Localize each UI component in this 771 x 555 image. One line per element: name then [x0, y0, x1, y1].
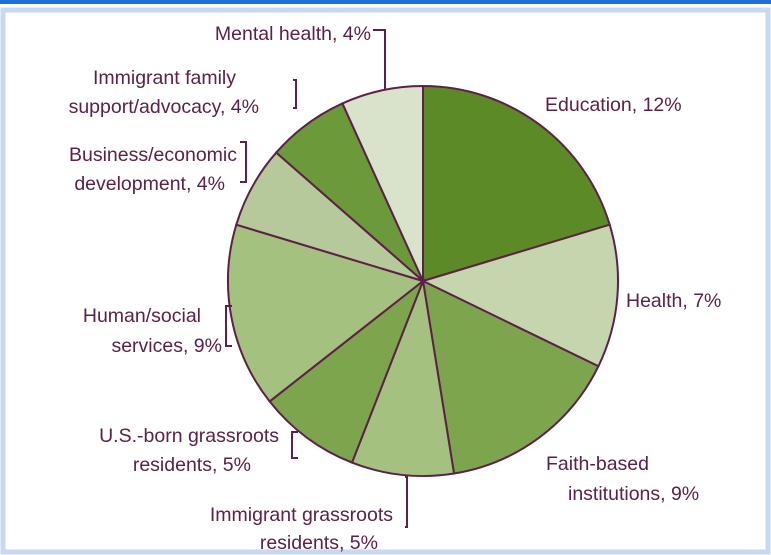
- slice-label-line: Education, 12%: [545, 94, 682, 116]
- top-band: [0, 0, 771, 4]
- pie-slices: [227, 84, 619, 477]
- leader-line-immigrant-grassroots-residents: [405, 476, 408, 528]
- slice-label-line: U.S.-born grassroots: [99, 425, 279, 447]
- pie-slice-human-social-services: [227, 223, 426, 403]
- slice-label-line: residents, 5%: [133, 454, 251, 476]
- slice-label-line: Business/economic: [69, 144, 237, 166]
- slice-label-line: Mental health, 4%: [215, 23, 371, 45]
- slice-label-line: Immigrant family: [93, 67, 236, 89]
- slice-label-line: Human/social: [83, 305, 201, 327]
- slice-label-immigrant-family-support-advocacy: Immigrant family support/advocacy, 4%: [69, 67, 259, 118]
- slice-label-business-economic-development: Business/economic development, 4%: [69, 144, 237, 195]
- slice-label-education: Education, 12%: [545, 94, 682, 116]
- pie-slice-u-s-born-grassroots-residents: [268, 277, 426, 464]
- slice-label-mental-health: Mental health, 4%: [215, 23, 371, 45]
- slice-label-line: services, 9%: [111, 335, 222, 357]
- frame-border: [0, 7, 771, 555]
- slice-label-line: Faith-based: [546, 453, 649, 475]
- slice-label-line: development, 4%: [74, 173, 225, 195]
- slice-label-faith-based-institutions: Faith-based institutions, 9%: [546, 453, 699, 505]
- slice-label-health: Health, 7%: [626, 290, 721, 312]
- pie-slice-mental-health: [341, 84, 424, 282]
- slice-label-line: Health, 7%: [626, 290, 721, 312]
- leader-line-human-social-services: [225, 305, 232, 347]
- leader-line-u-s-born-grassroots-residents: [291, 431, 298, 459]
- slice-label-line: support/advocacy, 4%: [69, 96, 259, 118]
- pie-slice-immigrant-grassroots-residents: [350, 277, 456, 477]
- slice-label-immigrant-grassroots-residents: Immigrant grassroots residents, 5%: [210, 504, 393, 554]
- pie-slice-health: [420, 223, 619, 368]
- slice-label-line: residents, 5%: [260, 532, 378, 554]
- pie-slice-faith-based-institutions: [421, 279, 600, 475]
- leader-line-mental-health: [373, 29, 386, 89]
- slice-labels: Education, 12% Health, 7% Faith-based insti…: [69, 23, 722, 554]
- slice-label-human-social-services: Human/social services, 9%: [83, 305, 222, 357]
- pie-slice-education: [422, 84, 611, 283]
- slice-label-line: institutions, 9%: [568, 483, 699, 505]
- leader-line-business-economic-development: [240, 141, 247, 183]
- leader-line-immigrant-family-support-advocacy: [293, 79, 297, 109]
- label-leader-lines: [225, 29, 408, 528]
- slice-label-line: Immigrant grassroots: [210, 504, 393, 526]
- slice-label-u-s-born-grassroots-residents: U.S.-born grassroots residents, 5%: [99, 425, 279, 476]
